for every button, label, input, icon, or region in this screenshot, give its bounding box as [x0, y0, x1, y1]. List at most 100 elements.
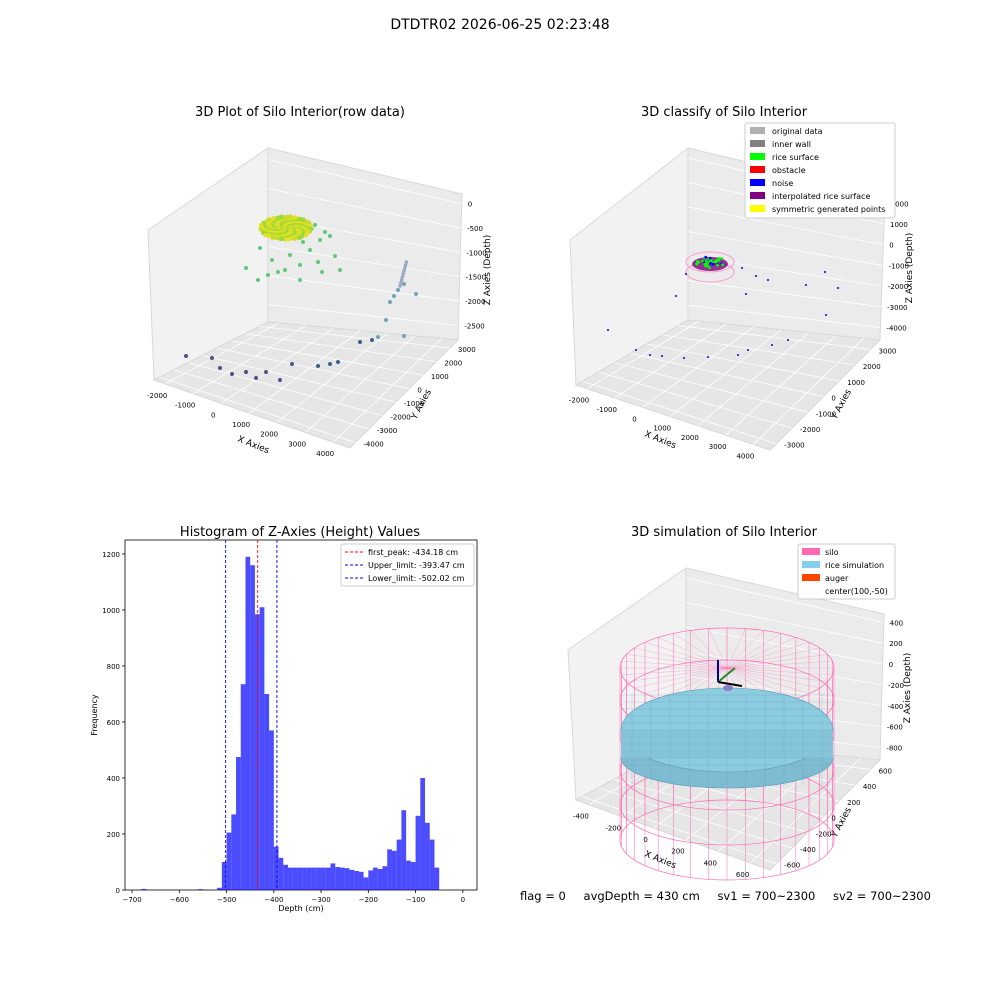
status-line: flag = 0 avgDepth = 430 cm sv1 = 700~230…: [520, 889, 945, 903]
classify-noise-point: [707, 356, 709, 358]
raw-scatter-point: [290, 362, 294, 366]
y-tick-label: 800: [107, 663, 120, 671]
x-tick-label: 0: [643, 836, 647, 844]
x-tick-label: -2000: [147, 392, 167, 400]
raw-x-ticks: -2000 -1000 0 1000 2000 3000 4000: [147, 392, 334, 458]
z-tick-label: 400: [890, 619, 903, 627]
raw-surface-point: [288, 214, 293, 219]
classify-y-label: Y Axies: [829, 388, 854, 423]
legend-label: Lower_limit: -502.02 cm: [368, 574, 465, 583]
classify-legend-box: [744, 122, 896, 219]
y-gridline: [662, 334, 855, 366]
raw-surface-point: [306, 220, 312, 225]
z-gridline: [687, 280, 882, 308]
histogram-x-ticks: −700 −600 −500 −400 −300 −200 −100 0: [122, 890, 465, 904]
histogram-bar: [368, 870, 374, 890]
z-gridline: [267, 304, 459, 326]
classify-silo-ring: [685, 251, 735, 273]
x-gridline: [248, 330, 361, 414]
legend-swatch: [802, 561, 820, 568]
z-gridline: [687, 231, 883, 266]
z-tick-label: -1000: [466, 249, 486, 257]
raw-scatter-point: [244, 370, 248, 374]
raw-scatter-point: [399, 278, 404, 282]
x-tick-label: −100: [406, 896, 425, 904]
raw-scatter-point: [398, 284, 402, 288]
classify-noise-point: [825, 314, 827, 316]
y-gridline: [245, 333, 437, 362]
classify-rice-point: [707, 266, 711, 270]
y-gridline: [173, 369, 370, 430]
x-gridline: [304, 335, 415, 433]
raw-scatter-point: [301, 240, 305, 244]
histogram-bar: [425, 822, 430, 890]
x-tick-label: 1000: [232, 421, 250, 429]
legend-label: rice simulation: [825, 561, 884, 570]
raw-surface-point: [278, 236, 283, 242]
raw-surface-point: [301, 217, 306, 222]
classify-panel-title: 3D classify of Silo Interior: [641, 105, 808, 120]
y-tick-label: -2000: [800, 426, 820, 434]
histogram-bar: [217, 887, 222, 890]
y-tick-label: 1000: [847, 379, 865, 387]
classify-points: [607, 251, 839, 359]
legend-label: Upper_limit: -393.47 cm: [368, 561, 465, 570]
histogram-bar: [344, 868, 350, 890]
y-tick-label: 0: [831, 815, 835, 823]
z-gridline: [685, 651, 883, 686]
silo-roof-line: [634, 647, 728, 669]
raw-surface-point: [258, 222, 264, 228]
raw-scatter-point: [276, 270, 280, 274]
classify-noise-point: [741, 267, 743, 269]
raw-scatter-point: [402, 282, 406, 286]
histogram-bar: [141, 888, 147, 890]
raw-scatter-point: [320, 270, 324, 274]
silo-roof-line: [626, 667, 728, 682]
histogram-bar: [292, 867, 298, 890]
histogram-bar: [429, 839, 435, 890]
silo-roof-line: [726, 667, 833, 676]
legend-label: silo: [825, 548, 839, 557]
x-tick-label: 2000: [260, 431, 278, 439]
y-gridline: [159, 376, 356, 443]
raw-panel-title: 3D Plot of Silo Interior(row data): [195, 105, 405, 120]
x-gridline: [750, 757, 861, 864]
histogram-legend-box: [340, 543, 475, 587]
legend-label: original data: [772, 127, 823, 136]
histogram-bar: [382, 866, 388, 890]
x-tick-label: 200: [671, 848, 684, 856]
legend-label: first_peak: -434.18 cm: [368, 548, 458, 557]
y-tick-label: -1000: [404, 400, 424, 408]
classify-noise-point: [837, 287, 839, 289]
y-tick-label: 600: [879, 767, 892, 775]
histogram-bar: [311, 867, 317, 890]
x-gridline: [586, 320, 700, 390]
classify-noise-point: [661, 355, 663, 357]
y-tick-label: -4000: [363, 441, 383, 449]
legend-swatch: [750, 205, 765, 212]
histogram-bar: [250, 565, 255, 890]
classify-noise-point: [787, 339, 789, 341]
histogram-bar: [302, 867, 307, 890]
y-tick-label: 3000: [879, 347, 897, 355]
raw-pane-back: [267, 147, 463, 341]
legend-swatch: [750, 166, 765, 173]
simulation-legend: silo rice simulation auger center(100,-50): [797, 543, 896, 600]
raw-scatter-point: [403, 266, 407, 270]
raw-scatter-point: [402, 334, 406, 338]
x-tick-label: 0: [632, 415, 636, 423]
raw-surface-point: [292, 236, 297, 241]
classify-noise-point: [767, 279, 769, 281]
silo-roof-line: [658, 637, 728, 669]
legend-label: auger: [825, 574, 849, 583]
z-gridline: [685, 577, 884, 623]
raw-surface-point: [266, 217, 271, 222]
x-tick-label: 600: [736, 871, 749, 879]
z-tick-label: -2000: [888, 283, 908, 291]
silo-roof-line: [658, 667, 728, 699]
axis-arrow: [717, 681, 743, 687]
histogram-panel: Histogram of Z-Axies (Height) Values −70…: [90, 525, 478, 913]
raw-scatter-point: [400, 275, 405, 279]
raw-scatter-point: [384, 318, 388, 322]
histogram-bar: [231, 814, 237, 890]
